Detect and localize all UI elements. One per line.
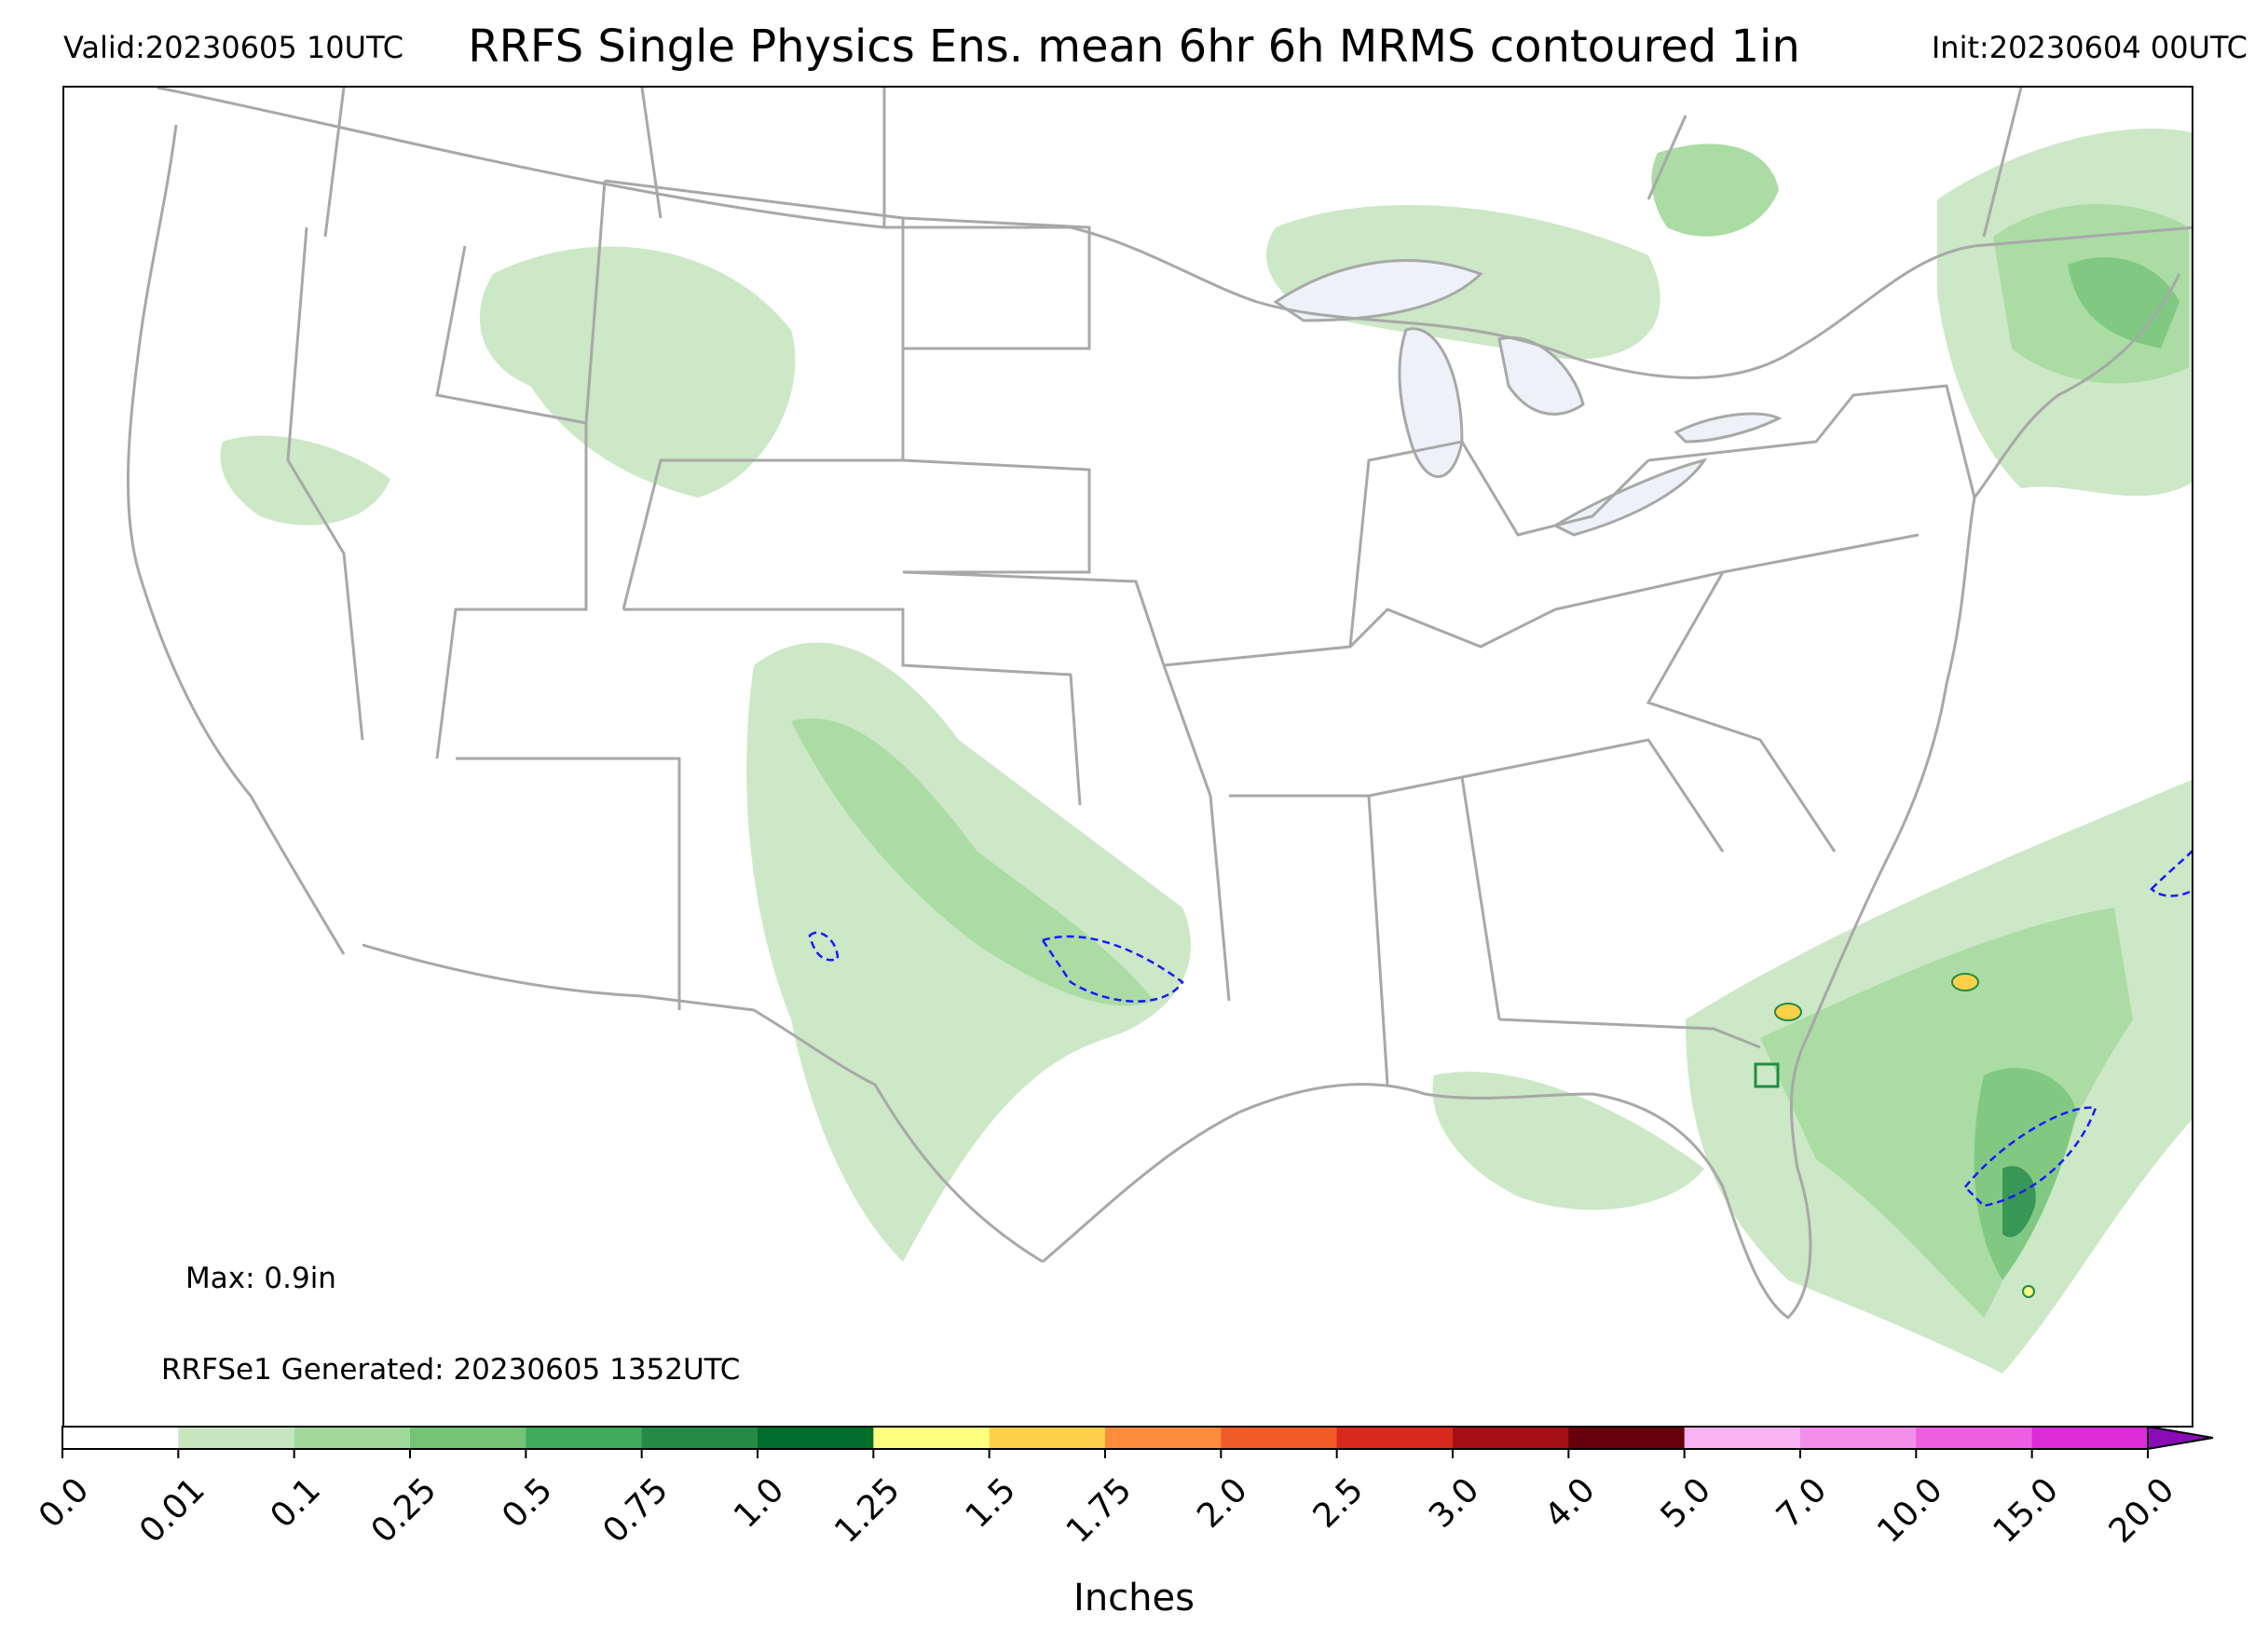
- colorbar-segment: [758, 1427, 874, 1449]
- colorbar-segment: [410, 1427, 526, 1449]
- colorbar-segment: [1800, 1427, 1917, 1449]
- precip-swath-southeast-extreme: [2002, 1166, 2036, 1237]
- max-value-label: Max: 0.9in: [185, 1262, 336, 1295]
- map-title: RRFS Single Physics Ens. mean 6hr 6h MRM…: [468, 20, 1800, 73]
- max-precip-spots: [1754, 973, 2035, 1298]
- atlantic-coast: [1805, 273, 2181, 1039]
- mexico-border: [362, 943, 1044, 1264]
- colorbar-segments: [61, 1425, 2214, 1451]
- colorbar-tick-label: 0.5: [495, 1470, 559, 1535]
- colorbar-segment: [1568, 1427, 1686, 1449]
- colorbar-tick-label: 1.25: [827, 1470, 908, 1551]
- lake-erie: [1551, 458, 1708, 537]
- init-time: Init:20230604 00UTC: [1931, 30, 2248, 65]
- precip-field: [220, 128, 2192, 1374]
- colorbar-tick-label: 0.75: [595, 1470, 676, 1551]
- colorbar-tick-label: 15.0: [1986, 1470, 2066, 1551]
- precip-swath-west: [220, 435, 390, 526]
- colorbar-tick-label: 3.0: [1422, 1470, 1486, 1535]
- precip-swath-southplains-core: [791, 718, 1154, 1006]
- lake-michigan: [1398, 327, 1464, 478]
- colorbar-segment: [62, 1427, 179, 1449]
- precip-swath-northwest: [479, 246, 796, 498]
- precip-swath-quebec: [1651, 144, 1779, 237]
- colorbar-tick-label: 1.75: [1059, 1470, 1140, 1551]
- colorbar-tick-label: 0.25: [364, 1470, 444, 1551]
- precip-swath-northeast-heavy: [2068, 257, 2179, 348]
- mrms-contours: [808, 850, 2192, 1208]
- colorbar-segment: [2031, 1427, 2149, 1449]
- pacific-coast: [126, 124, 346, 955]
- map-canvas: [126, 88, 2192, 1374]
- colorbar-tick-label: 20.0: [2102, 1470, 2182, 1551]
- colorbar-tick-label: 4.0: [1537, 1470, 1602, 1535]
- colorbar-tick-label: 2.0: [1190, 1470, 1254, 1535]
- colorbar-segment: [1336, 1427, 1454, 1449]
- colorbar-tick-label: 0.01: [132, 1470, 212, 1551]
- colorbar-tick-label: 2.5: [1306, 1470, 1371, 1535]
- colorbar-segment: [294, 1427, 411, 1449]
- colorbar-segment: [989, 1427, 1106, 1449]
- colorbar-units-label: Inches: [1073, 1577, 1195, 1620]
- mrms-contour: [2150, 850, 2192, 897]
- colorbar-segment: [873, 1427, 991, 1449]
- precip-max-spot: [1774, 1003, 1802, 1021]
- colorbar-segment: [178, 1427, 295, 1449]
- precip-swath-southeast-core: [1760, 908, 2133, 1318]
- gulf-coast: [1042, 1037, 1812, 1319]
- colorbar-segment: [526, 1427, 643, 1449]
- political-borders: [126, 88, 2192, 1319]
- colorbar-outline: [61, 1426, 2149, 1450]
- colorbar-ticks: 0.0 0.01 0.1 0.25 0.5 0.75 1.0 1.25 1.5 1.75 2.0 2.…: [32, 1449, 2181, 1551]
- valid-time: Valid:20230605 10UTC: [63, 30, 404, 65]
- state-lines: [286, 179, 1976, 1086]
- max-location-box: [1754, 1062, 1780, 1088]
- colorbar-segment: [1105, 1427, 1222, 1449]
- colorbar-segment: [1221, 1427, 1338, 1449]
- colorbar-tick-label: 0.0: [32, 1470, 96, 1535]
- precip-max-spot: [1951, 973, 1979, 991]
- lake-ontario: [1674, 412, 1783, 444]
- colorbar-tick-label: 1.5: [959, 1470, 1023, 1535]
- colorbar-tick-label: 10.0: [1870, 1470, 1950, 1551]
- precip-map: Max: 0.9in RRFSe1 Generated: 20230605 13…: [62, 86, 2193, 1428]
- colorbar-segment: [1684, 1427, 1801, 1449]
- colorbar-tick-label: 1.0: [727, 1470, 791, 1535]
- precip-max-spot: [2022, 1285, 2035, 1298]
- mrms-contour: [1041, 935, 1184, 1003]
- colorbar-tick-label: 5.0: [1654, 1470, 1718, 1535]
- colorbar-segment: [1916, 1427, 2033, 1449]
- generated-label: RRFSe1 Generated: 20230605 1352UTC: [161, 1353, 741, 1387]
- canada-provinces: [323, 88, 2023, 238]
- colorbar-extend-arrow: [2147, 1425, 2214, 1451]
- colorbar-segment: [1453, 1427, 1569, 1449]
- colorbar-segment: [641, 1427, 758, 1449]
- colorbar-tick-label: 0.1: [264, 1470, 328, 1535]
- colorbar-tick-label: 7.0: [1769, 1470, 1834, 1535]
- us-canada-border: [157, 88, 2192, 379]
- precip-swath-gulf: [1432, 1072, 1704, 1210]
